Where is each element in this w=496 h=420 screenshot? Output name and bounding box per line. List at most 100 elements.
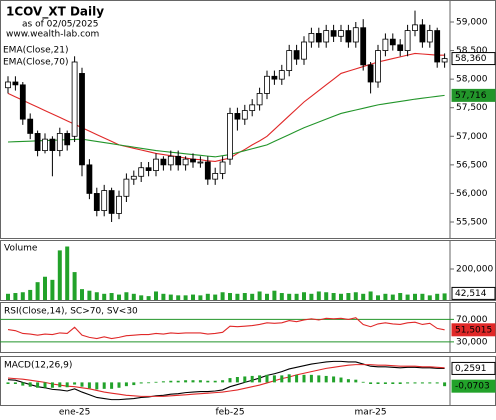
candle-body (42, 138, 48, 151)
bar (206, 380, 210, 383)
bar (257, 291, 262, 300)
y-tick-label: 56,000 (456, 189, 488, 199)
bar (50, 382, 54, 388)
bar (235, 293, 240, 300)
candle-body (123, 178, 130, 197)
candle-body (241, 110, 248, 120)
bar (332, 376, 336, 383)
series-line (7, 364, 445, 397)
series-line (7, 317, 445, 340)
bar (131, 293, 136, 300)
bar (21, 382, 25, 386)
bar (369, 382, 373, 384)
last-value-label: 0,2591 (455, 364, 487, 374)
bar (13, 382, 17, 384)
bar (147, 382, 151, 384)
chart-source: www.wealth-lab.com (6, 30, 99, 40)
x-tick-label: ene-25 (59, 408, 90, 418)
candle-body (315, 33, 322, 43)
last-value-box (451, 379, 496, 393)
candle-body (145, 167, 152, 171)
bar (213, 294, 218, 300)
bar (58, 382, 62, 388)
bar (220, 292, 225, 300)
bar (20, 292, 25, 300)
bar (198, 380, 202, 383)
candle-body (12, 81, 19, 86)
panel-title: MACD(12,26,9) (4, 361, 72, 371)
bar (331, 293, 336, 300)
bar (6, 382, 10, 384)
bar (146, 296, 151, 300)
bar (258, 375, 262, 383)
candle-body (256, 93, 263, 106)
bar (221, 380, 225, 383)
bar (406, 382, 410, 384)
candle-body (293, 50, 300, 60)
bar (302, 374, 306, 383)
bar (191, 380, 195, 383)
bar (213, 380, 217, 383)
last-value-label: 42,514 (455, 289, 487, 299)
candle-body (382, 38, 389, 51)
chart-subtitle: as of 02/05/2025 (22, 20, 98, 30)
bar (346, 293, 351, 300)
candle-body (79, 73, 85, 166)
bar (109, 293, 114, 300)
last-value-box (451, 361, 496, 375)
bar (317, 375, 321, 383)
bar (383, 382, 387, 384)
bar (80, 382, 84, 387)
bar (176, 295, 181, 300)
bar (102, 382, 106, 389)
bar (228, 378, 232, 383)
bar (35, 282, 40, 300)
bar (280, 375, 284, 383)
bar (339, 293, 343, 300)
candle-body (64, 133, 71, 146)
candle-body (93, 193, 100, 211)
candle-body (212, 173, 219, 180)
candle-body (204, 161, 211, 180)
y-tick-label: 56,500 (456, 160, 488, 170)
bar (265, 293, 269, 300)
candle-body (278, 70, 285, 80)
bar (28, 382, 32, 387)
bar (294, 293, 299, 300)
y-tick-label: 58,500 (456, 46, 488, 56)
candle-body (330, 30, 337, 37)
bar (161, 381, 165, 383)
bar (73, 382, 77, 385)
bar (43, 276, 47, 300)
bar (272, 375, 276, 383)
bar (435, 293, 440, 300)
y-tick-label: 70,000 (456, 315, 488, 325)
candle-body (19, 84, 26, 120)
bar (420, 293, 425, 300)
bar (287, 293, 292, 300)
candle-body (308, 33, 315, 43)
bar (6, 293, 10, 300)
candle-body (108, 190, 115, 214)
x-tick-label: feb-25 (215, 408, 244, 418)
bar (390, 294, 395, 300)
bar (117, 294, 121, 300)
candle-body (197, 161, 204, 164)
y-tick-label: 30,000 (456, 337, 488, 347)
bar (191, 294, 195, 300)
bar (279, 293, 284, 300)
bar (184, 380, 188, 383)
bar (94, 292, 99, 300)
bar (353, 292, 358, 300)
candle-body (130, 175, 137, 180)
y-tick-label: 58,000 (456, 75, 488, 85)
bar (168, 294, 173, 300)
candle-body (160, 158, 167, 166)
last-value-box (451, 52, 496, 66)
bar (235, 377, 239, 383)
candle-body (323, 30, 330, 43)
bar (443, 382, 447, 387)
candle-body (264, 75, 270, 94)
candle-body (56, 133, 63, 151)
